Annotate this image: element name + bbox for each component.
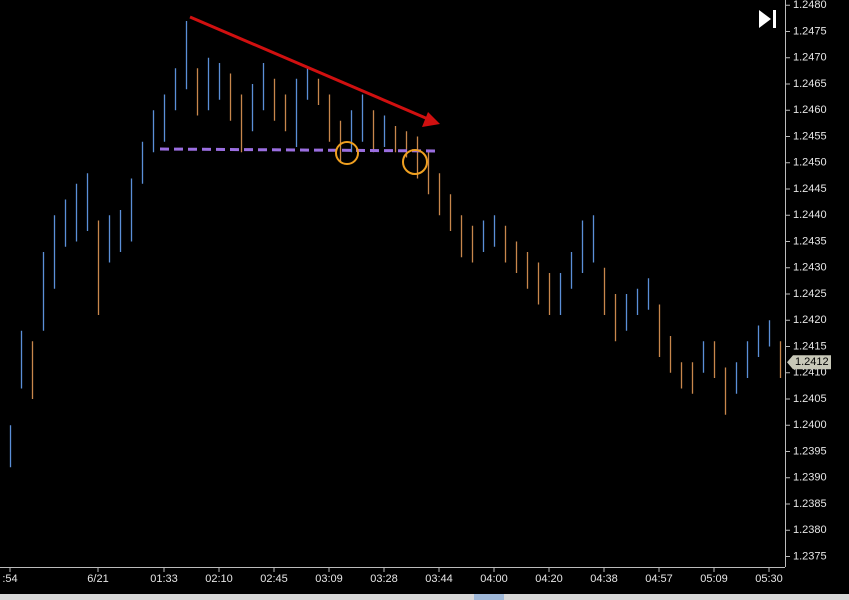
y-tick-label: 1.2470 xyxy=(793,52,827,64)
x-tick-label: 03:28 xyxy=(370,573,398,585)
y-tick-label: 1.2375 xyxy=(793,550,827,562)
support-line xyxy=(159,147,441,153)
x-tick-label: 04:38 xyxy=(590,573,618,585)
y-tick-label: 1.2475 xyxy=(793,25,827,37)
y-tick-label: 1.2435 xyxy=(793,235,827,247)
trend-arrow xyxy=(189,15,429,121)
last-price-tag xyxy=(787,355,831,370)
y-tick-label: 1.2425 xyxy=(793,288,827,300)
y-tick-label: 1.2415 xyxy=(793,340,827,352)
touch-circle xyxy=(335,141,359,165)
x-tick-label: 02:10 xyxy=(205,573,233,585)
x-tick-label: 04:57 xyxy=(645,573,673,585)
y-tick-label: 1.2410 xyxy=(793,367,827,379)
y-tick-label: 1.2405 xyxy=(793,393,827,405)
y-tick-label: 1.2445 xyxy=(793,183,827,195)
y-tick-label: 1.2385 xyxy=(793,498,827,510)
arrow-head xyxy=(422,112,440,127)
x-tick-label: 04:20 xyxy=(535,573,563,585)
y-tick-label: 1.2395 xyxy=(793,445,827,457)
break-circle xyxy=(402,149,428,175)
x-tick-label: 03:09 xyxy=(315,573,343,585)
y-tick-label: 1.2465 xyxy=(793,78,827,90)
last-price-label: 1.2412 xyxy=(795,356,829,368)
play-button[interactable] xyxy=(759,10,776,28)
y-tick-label: 1.2390 xyxy=(793,472,827,484)
x-tick-label: 04:00 xyxy=(480,573,508,585)
x-tick-label: 05:30 xyxy=(755,573,783,585)
x-tick-label: 6/21 xyxy=(87,573,108,585)
x-tick-label: :54 xyxy=(2,573,17,585)
scroll-thumb[interactable] xyxy=(474,594,504,600)
x-tick-label: 02:45 xyxy=(260,573,288,585)
x-tick-label: 05:09 xyxy=(700,573,728,585)
y-tick-label: 1.2420 xyxy=(793,314,827,326)
y-tick-label: 1.2400 xyxy=(793,419,827,431)
y-tick-label: 1.2460 xyxy=(793,104,827,116)
y-tick-label: 1.2450 xyxy=(793,157,827,169)
scrollbar[interactable] xyxy=(0,594,849,600)
y-tick-label: 1.2440 xyxy=(793,209,827,221)
y-tick-label: 1.2380 xyxy=(793,524,827,536)
x-tick-label: 01:33 xyxy=(150,573,178,585)
y-tick-label: 1.2480 xyxy=(793,0,827,11)
x-tick-label: 03:44 xyxy=(425,573,453,585)
y-tick-label: 1.2455 xyxy=(793,130,827,142)
y-tick-label: 1.2430 xyxy=(793,262,827,274)
